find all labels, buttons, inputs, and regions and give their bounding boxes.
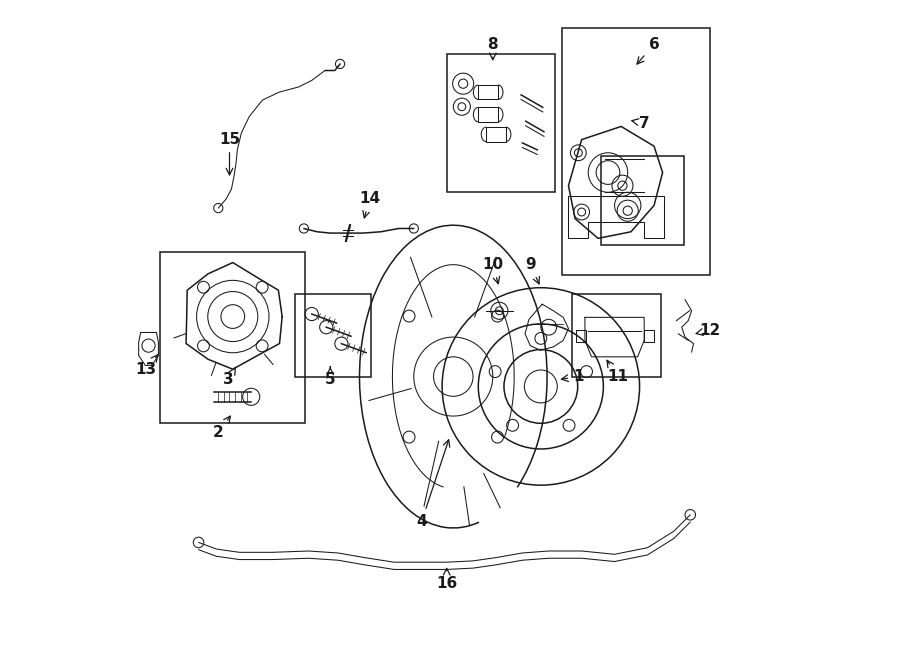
Text: 11: 11 (607, 360, 628, 384)
Bar (562, 28, 710, 274)
Text: 15: 15 (219, 132, 240, 175)
Text: 13: 13 (135, 355, 158, 377)
Text: 7: 7 (632, 116, 650, 131)
Bar (576, 330, 586, 342)
Text: 10: 10 (482, 257, 503, 284)
Text: 9: 9 (525, 257, 539, 284)
Bar (644, 330, 654, 342)
Bar (601, 156, 684, 245)
Bar (478, 107, 498, 122)
Bar (295, 294, 371, 377)
Text: 6: 6 (637, 36, 660, 64)
Text: 5: 5 (325, 367, 336, 387)
Text: 12: 12 (696, 323, 721, 338)
Text: 14: 14 (359, 191, 381, 218)
Text: 1: 1 (562, 369, 583, 384)
Bar (446, 54, 555, 192)
Text: 3: 3 (223, 367, 236, 387)
Text: 2: 2 (213, 416, 230, 440)
Bar (572, 294, 661, 377)
Text: 4: 4 (417, 440, 450, 529)
Text: 16: 16 (436, 568, 457, 592)
Bar (478, 85, 498, 99)
Bar (486, 127, 506, 141)
Text: 8: 8 (488, 36, 498, 59)
Bar (160, 252, 305, 422)
